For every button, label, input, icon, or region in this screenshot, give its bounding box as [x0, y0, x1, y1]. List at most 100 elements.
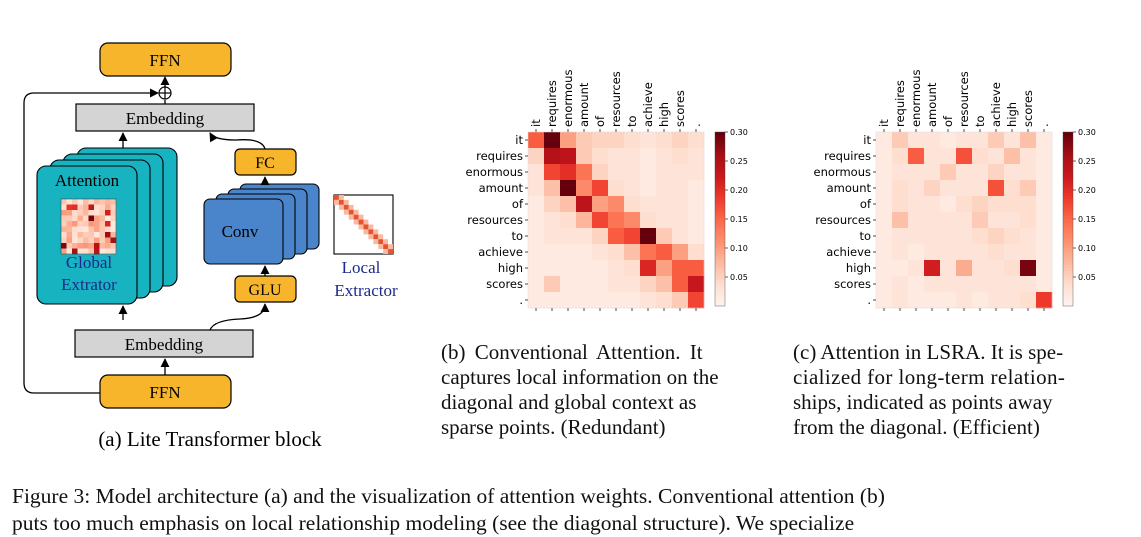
colorbar-segment	[1063, 294, 1073, 298]
thumbnail-cell	[94, 210, 100, 216]
heatmap-cell	[876, 132, 893, 149]
colorbar-segment	[715, 297, 725, 301]
heatmap-cell	[1036, 212, 1053, 229]
heatmap-cell	[924, 260, 941, 277]
heatmap-cell	[1004, 148, 1021, 165]
heatmap-cell	[640, 244, 657, 261]
colorbar-segment	[1063, 282, 1073, 287]
thumbnail-cell	[61, 221, 67, 227]
heatmap-cell	[672, 132, 689, 149]
heatmap-cell	[924, 244, 941, 261]
heatmap-cell	[908, 228, 925, 245]
thumbnail-cell	[99, 232, 106, 238]
heatmap-cell	[956, 292, 973, 309]
x-tick-label: to	[973, 115, 987, 127]
subcaption-a: (a) Lite Transformer block	[98, 427, 322, 451]
heatmap-cell	[876, 148, 893, 165]
thumbnail-cell	[110, 248, 117, 255]
x-tick-label: resources	[957, 71, 971, 127]
heatmap-cell	[608, 228, 625, 245]
heatmap-cell	[624, 244, 641, 261]
colorbar-segment	[715, 163, 725, 168]
colorbar-tick-label: 0.05	[730, 273, 748, 282]
x-tick-label: achieve	[641, 82, 655, 127]
thumbnail-cell	[61, 204, 67, 211]
heatmap-cell	[940, 292, 957, 309]
thumbnail-cell	[88, 210, 95, 216]
local-band-cell	[358, 219, 364, 225]
thumbnail-cell	[105, 232, 111, 238]
thumbnail-cell	[105, 199, 111, 205]
local-extractor-line1: Local	[342, 258, 381, 277]
colorbar-segment	[715, 169, 725, 174]
heatmap-cell	[640, 148, 657, 165]
local-band-cell	[378, 244, 384, 250]
colorbar-segment	[1063, 227, 1073, 232]
heatmap-cell	[956, 196, 973, 213]
heatmap-cell	[672, 228, 689, 245]
conv-block	[203, 198, 284, 265]
x-tick-label: to	[625, 115, 639, 127]
heatmap-cell	[640, 180, 657, 197]
heatmap-cell	[560, 260, 577, 277]
heatmap-cell	[640, 132, 657, 149]
colorbar-segment	[715, 262, 725, 266]
heatmap-cell	[908, 292, 925, 309]
heatmap-cell	[892, 180, 909, 197]
heatmap-cell	[988, 260, 1005, 277]
heatmap-cell	[1020, 244, 1037, 261]
y-tick-label: enormous	[814, 165, 871, 179]
heatmap-cell	[924, 292, 941, 309]
colorbar-segment	[1063, 245, 1073, 249]
colorbar-segment	[1063, 175, 1073, 179]
heatmap-cell	[972, 228, 989, 245]
thumbnail-cell	[88, 215, 95, 222]
local-band-cell	[368, 229, 374, 235]
colorbar-segment	[715, 175, 725, 179]
heatmap-cell	[608, 148, 625, 165]
thumbnail-cell	[83, 232, 89, 238]
y-tick-label: .	[867, 293, 871, 307]
heatmap-cell	[560, 164, 577, 181]
colorbar-segment	[715, 227, 725, 232]
local-band-cell	[363, 229, 369, 235]
heatmap-cell	[956, 180, 973, 197]
subcaption-b-line: diagonal and global context as	[441, 390, 697, 414]
thumbnail-cell	[105, 210, 111, 216]
colorbar-segment	[715, 303, 725, 307]
heatmap-cell	[624, 132, 641, 149]
colorbar-segment	[1063, 204, 1073, 208]
thumbnail-cell	[105, 221, 111, 227]
heatmap-cell	[908, 148, 925, 165]
heatmap-cell	[592, 292, 609, 309]
colorbar-segment	[715, 207, 725, 211]
heatmap-cell	[656, 228, 673, 245]
colorbar-segment	[1063, 216, 1073, 220]
thumbnail-cell	[83, 221, 89, 227]
heatmap-cell	[940, 228, 957, 245]
colorbar-segment	[715, 166, 725, 171]
colorbar-segment	[1063, 248, 1073, 252]
heatmap-cell	[972, 196, 989, 213]
thumbnail-cell	[66, 221, 73, 227]
heatmap-cell	[1004, 292, 1021, 309]
local-band-cell	[334, 199, 339, 205]
local-band-cell	[348, 209, 354, 215]
colorbar-segment	[1063, 137, 1073, 142]
colorbar-segment	[1063, 253, 1073, 258]
thumbnail-cell	[94, 248, 100, 255]
y-tick-label: resources	[467, 213, 523, 227]
x-tick-label: .	[689, 123, 703, 127]
colorbar-segment	[715, 282, 725, 287]
heatmap-cell	[576, 228, 593, 245]
colorbar-segment	[715, 198, 725, 203]
y-tick-label: requires	[476, 149, 523, 163]
x-tick-label: enormous	[561, 70, 575, 127]
heatmap-cell	[1004, 212, 1021, 229]
y-tick-label: requires	[824, 149, 871, 163]
thumbnail-cell	[83, 210, 89, 216]
colorbar-segment	[715, 219, 725, 223]
colorbar-segment	[1063, 250, 1073, 255]
local-band-cell	[383, 249, 389, 254]
thumbnail-cell	[94, 199, 100, 205]
